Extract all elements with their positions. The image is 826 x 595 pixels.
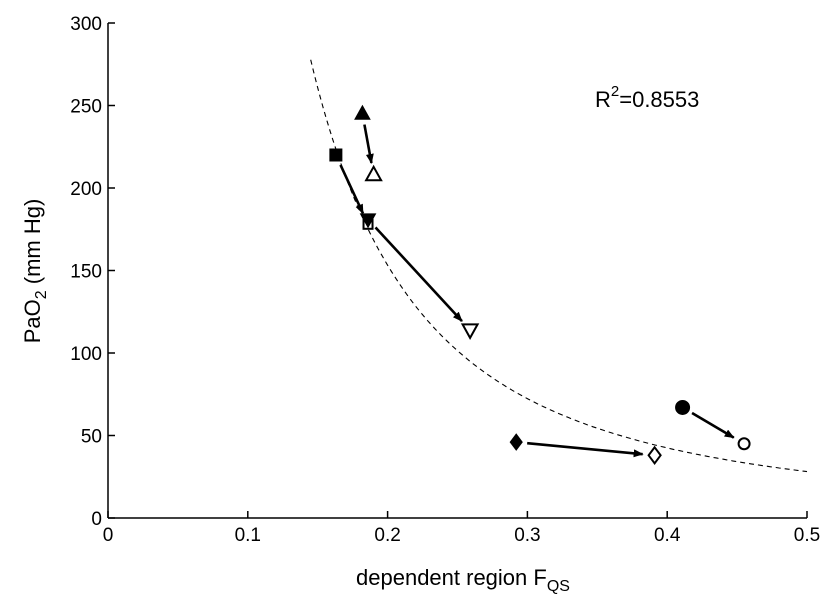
x-tick-label: 0.1 (235, 525, 261, 546)
marker-circle-filled (675, 399, 691, 415)
y-axis-title-subscript: 2 (33, 290, 50, 299)
r-squared-annotation: R2=0.8553 (595, 83, 699, 112)
y-tick-label: 50 (81, 427, 102, 448)
x-tick-label: 0.3 (514, 525, 540, 546)
axes: 0 0.1 0.2 0.3 0.4 0.5 0 50 100 150 200 250 300 (70, 14, 820, 546)
y-axis-title: PaO2 (mm Hg) (20, 199, 50, 344)
r-squared-superscript: 2 (611, 83, 619, 100)
marker-triangle-up-open (364, 164, 383, 182)
x-tick-label: 0.2 (374, 525, 400, 546)
marker-triangle-up-filled (354, 104, 371, 120)
y-tick-label: 100 (70, 344, 102, 365)
marker-square-filled (329, 148, 343, 162)
y-tick-label: 150 (70, 262, 102, 283)
arrow-triangle-down (374, 226, 463, 322)
y-tick-label: 0 (91, 509, 102, 530)
x-axis-title-subscript: QS (547, 578, 570, 595)
x-axis-title: dependent region FQS (356, 565, 570, 595)
y-tick-label: 250 (70, 97, 102, 118)
fit-curve-group (310, 59, 808, 473)
arrows-group (339, 124, 735, 458)
marker-diamond-open (647, 445, 662, 465)
marker-diamond-filled (509, 433, 523, 451)
marker-triangle-down-filled (359, 213, 377, 229)
arrow-diamond (527, 441, 644, 458)
x-tick-label: 0.5 (794, 525, 820, 546)
marker-triangle-down-open (460, 323, 480, 340)
markers-group (329, 104, 751, 465)
y-tick-label: 200 (70, 179, 102, 200)
fit-curve (310, 59, 808, 473)
y-tick-label: 300 (70, 14, 102, 35)
arrow-circle (691, 411, 735, 439)
x-tick-label: 0.4 (654, 525, 681, 546)
arrow-square (339, 164, 365, 215)
arrow-triangle-up (363, 124, 374, 164)
x-tick-label: 0 (103, 525, 114, 546)
marker-circle-open (737, 437, 751, 451)
